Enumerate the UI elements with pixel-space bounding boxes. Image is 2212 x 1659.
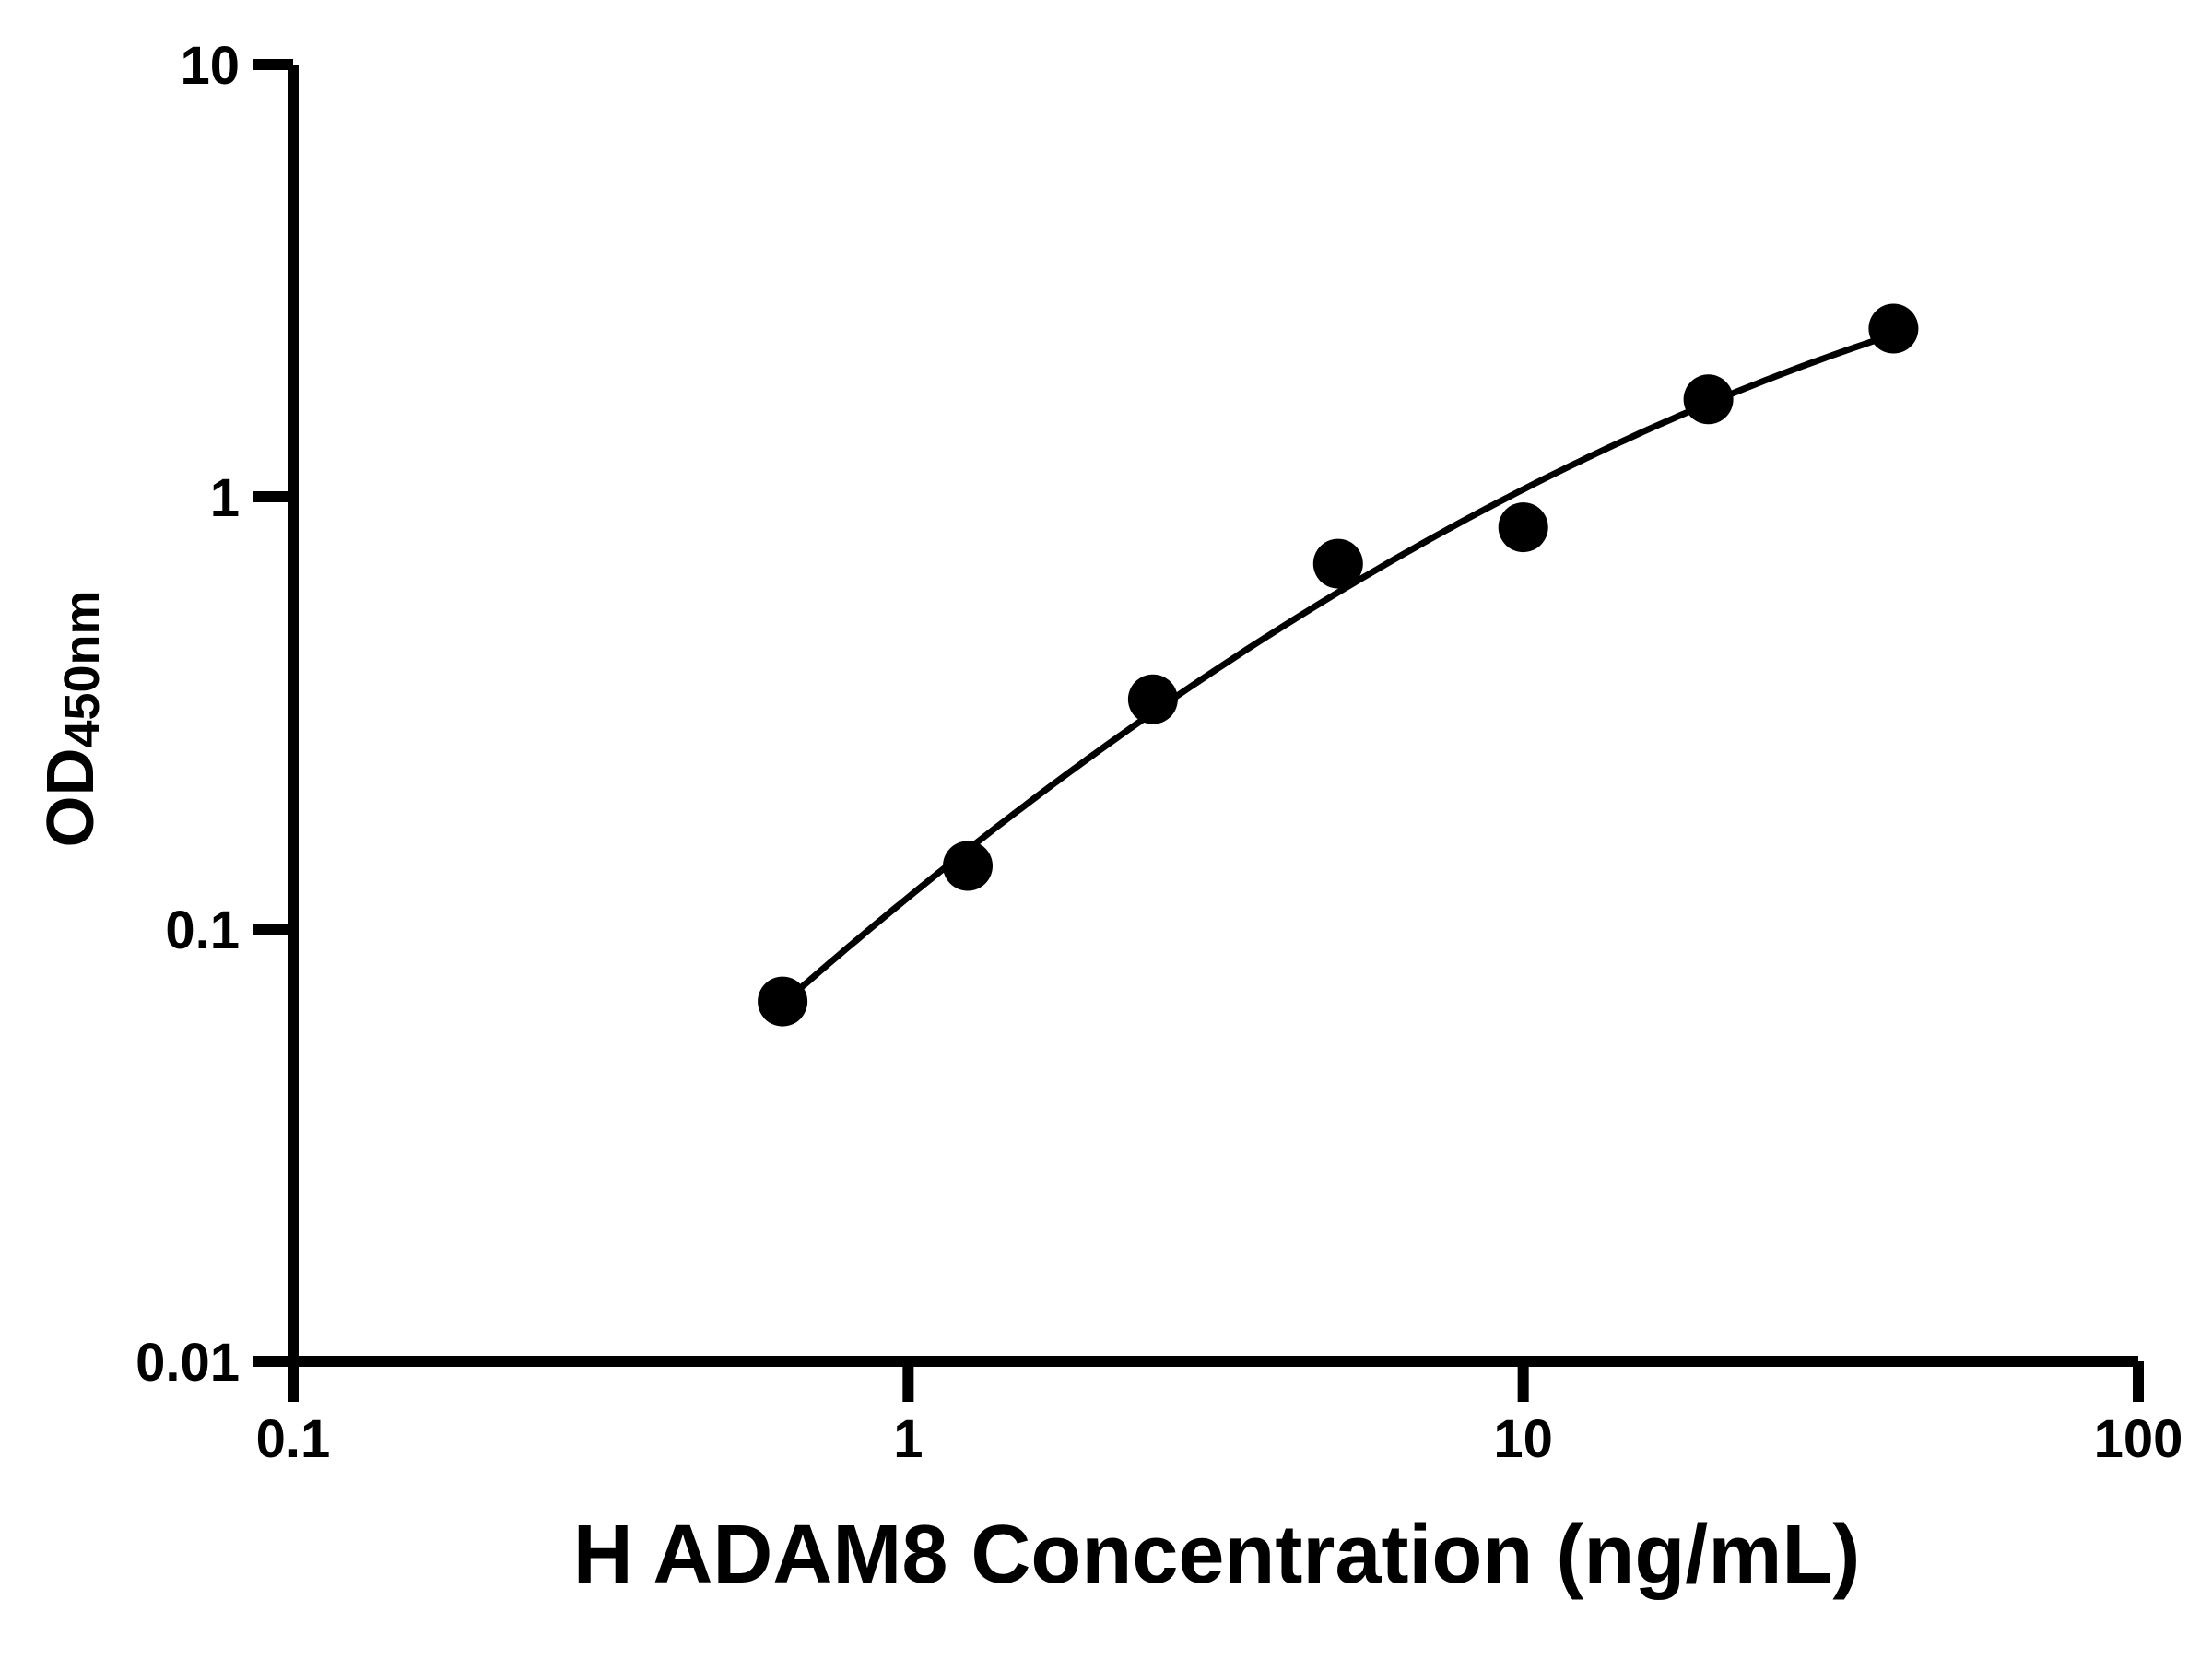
data-point-1 bbox=[943, 841, 993, 891]
y-tick-label-3: 10 bbox=[180, 36, 240, 96]
data-point-4 bbox=[1498, 502, 1548, 553]
data-point-5 bbox=[1683, 374, 1734, 425]
y-tick-label-2: 1 bbox=[210, 468, 240, 528]
data-point-6 bbox=[1868, 303, 1919, 354]
x-tick-label-3: 100 bbox=[2094, 1409, 2183, 1469]
y-tick-label-1: 0.1 bbox=[165, 900, 240, 960]
y-axis-title: OD450nm bbox=[33, 590, 111, 847]
data-point-0 bbox=[758, 976, 808, 1027]
x-tick-label-0: 0.1 bbox=[256, 1409, 331, 1469]
x-axis-title: H ADAM8 Concentration (ng/mL) bbox=[572, 1509, 1861, 1601]
x-tick-label-2: 10 bbox=[1493, 1409, 1553, 1469]
data-point-3 bbox=[1312, 538, 1363, 589]
x-tick-label-1: 1 bbox=[893, 1409, 923, 1469]
data-point-2 bbox=[1127, 674, 1178, 724]
y-axis-title-subscript: 450nm bbox=[54, 590, 111, 748]
y-tick-label-0: 0.01 bbox=[135, 1333, 240, 1393]
y-axis-title-main: OD bbox=[33, 747, 108, 848]
axes-spines bbox=[288, 65, 2138, 1367]
fit-curve bbox=[779, 331, 1897, 1007]
